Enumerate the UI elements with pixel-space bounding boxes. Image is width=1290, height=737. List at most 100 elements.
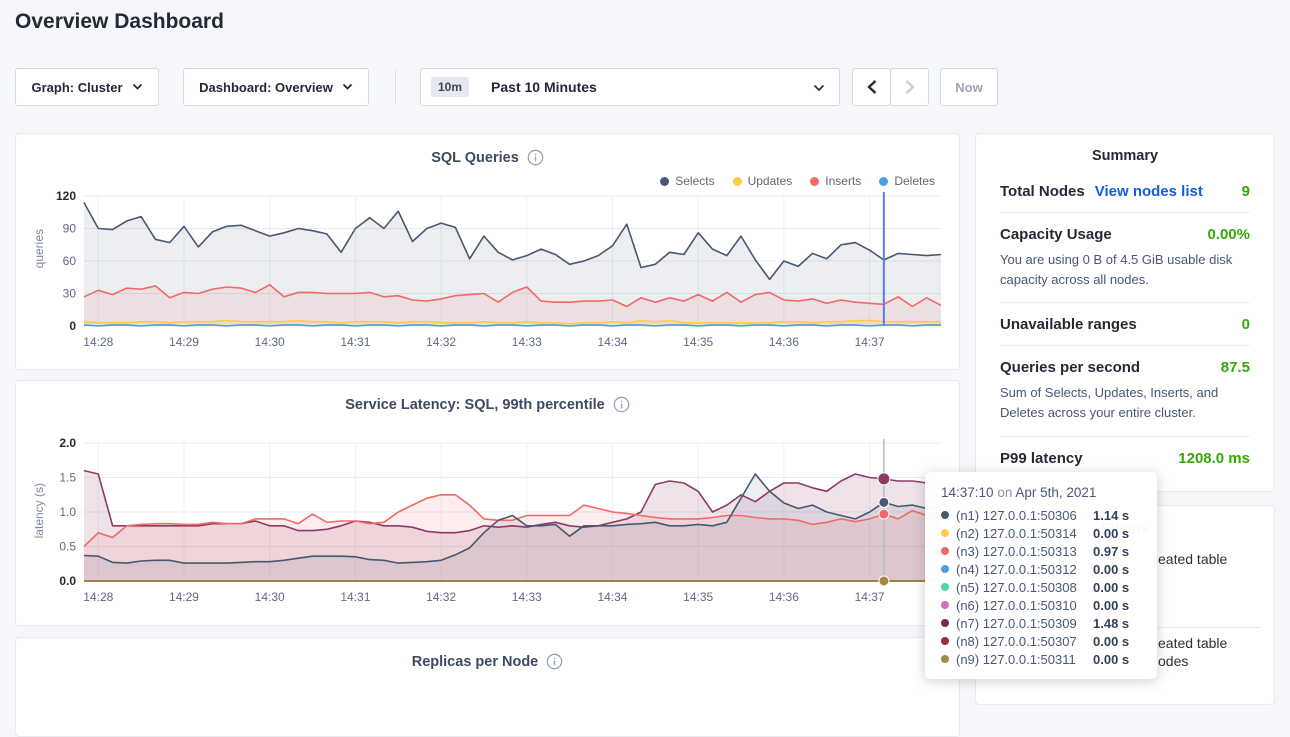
- svg-text:14:31: 14:31: [340, 335, 370, 349]
- graph-selector-label: Graph: Cluster: [31, 80, 122, 95]
- tooltip-node-label: (n5) 127.0.0.1:50308: [956, 580, 1077, 595]
- tooltip-row: (n6) 127.0.0.1:50310 0.00 s: [941, 596, 1145, 614]
- svg-text:14:29: 14:29: [169, 335, 199, 349]
- svg-text:14:35: 14:35: [683, 335, 713, 349]
- series-dot-icon: [941, 601, 949, 609]
- time-range-selector[interactable]: 10m Past 10 Minutes: [420, 68, 840, 106]
- summary-section-qps: Queries per second 87.5 Sum of Selects, …: [1000, 345, 1250, 435]
- legend-dot-icon: [733, 177, 742, 186]
- capacity-usage-label: Capacity Usage: [1000, 226, 1112, 243]
- toolbar-divider: [395, 70, 396, 104]
- dashboard-selector-dropdown[interactable]: Dashboard: Overview: [183, 68, 369, 106]
- svg-text:60: 60: [63, 254, 77, 268]
- chevron-right-icon: [904, 79, 916, 95]
- prev-interval-button[interactable]: [852, 68, 891, 106]
- qps-label: Queries per second: [1000, 359, 1140, 376]
- tooltip-row: (n2) 127.0.0.1:50314 0.00 s: [941, 524, 1145, 542]
- svg-text:14:34: 14:34: [597, 335, 627, 349]
- svg-text:0: 0: [69, 319, 76, 333]
- svg-text:2.0: 2.0: [59, 436, 76, 450]
- latency-chart[interactable]: 0.00.51.01.52.014:2814:2914:3014:3114:32…: [21, 431, 961, 611]
- tooltip-node-label: (n8) 127.0.0.1:50307: [956, 634, 1077, 649]
- tooltip-row: (n1) 127.0.0.1:503061.14 s: [941, 506, 1145, 524]
- chart-title-row: Replicas per Node: [16, 638, 959, 670]
- tooltip-node-label: (n2) 127.0.0.1:50314: [956, 526, 1077, 541]
- next-interval-button[interactable]: [890, 68, 929, 106]
- now-button[interactable]: Now: [940, 68, 998, 106]
- tooltip-node-value: 0.00 s: [1093, 598, 1145, 613]
- latency-chart-title: Service Latency: SQL, 99th percentile: [345, 397, 605, 413]
- svg-text:14:30: 14:30: [255, 335, 285, 349]
- chevron-left-icon: [866, 79, 878, 95]
- tooltip-node-label: (n1) 127.0.0.1:50306: [956, 508, 1077, 523]
- svg-text:1.5: 1.5: [59, 471, 76, 485]
- summary-section-capacity: Capacity Usage 0.00% You are using 0 B o…: [1000, 212, 1250, 302]
- qps-value: 87.5: [1221, 359, 1250, 376]
- legend-dot-icon: [660, 177, 669, 186]
- now-button-label: Now: [955, 80, 982, 95]
- graph-selector-dropdown[interactable]: Graph: Cluster: [15, 68, 159, 106]
- event-text-fragment: eated table: [1158, 551, 1227, 567]
- svg-text:0.5: 0.5: [59, 540, 76, 554]
- capacity-usage-description: You are using 0 B of 4.5 GiB usable disk…: [1000, 243, 1250, 290]
- legend-dot-icon: [879, 177, 888, 186]
- total-nodes-label: Total Nodes: [1000, 183, 1085, 200]
- tooltip-node-value: 0.00 s: [1093, 580, 1145, 595]
- svg-text:30: 30: [63, 287, 77, 301]
- summary-title: Summary: [1000, 148, 1250, 170]
- qps-description: Sum of Selects, Updates, Inserts, and De…: [1000, 376, 1250, 423]
- tooltip-node-value: 0.00 s: [1093, 652, 1145, 667]
- tooltip-row: (n3) 127.0.0.1:503130.97 s: [941, 542, 1145, 560]
- svg-text:14:34: 14:34: [597, 590, 627, 604]
- series-dot-icon: [941, 547, 949, 555]
- dashboard-selector-label: Dashboard: Overview: [199, 80, 333, 95]
- service-latency-card: Service Latency: SQL, 99th percentile la…: [15, 380, 960, 626]
- replicas-per-node-card: Replicas per Node: [15, 637, 960, 737]
- chart-title-row: SQL Queries: [16, 134, 959, 166]
- summary-section-unavailable: Unavailable ranges 0: [1000, 302, 1250, 345]
- series-dot-icon: [941, 565, 949, 573]
- p99-latency-value: 1208.0 ms: [1178, 450, 1250, 467]
- svg-text:14:32: 14:32: [426, 590, 456, 604]
- sql-queries-chart-title: SQL Queries: [431, 150, 519, 166]
- tooltip-node-label: (n7) 127.0.0.1:50309: [956, 616, 1077, 631]
- series-dot-icon: [941, 619, 949, 627]
- p99-latency-label: P99 latency: [1000, 450, 1083, 467]
- series-dot-icon: [941, 637, 949, 645]
- series-dot-icon: [941, 529, 949, 537]
- event-text-fragment: eated table: [1158, 635, 1227, 651]
- tooltip-node-label: (n6) 127.0.0.1:50310: [956, 598, 1077, 613]
- tooltip-row: (n5) 127.0.0.1:50308 0.00 s: [941, 578, 1145, 596]
- tooltip-node-value: 0.97 s: [1093, 544, 1145, 559]
- svg-text:90: 90: [63, 222, 77, 236]
- svg-text:14:37: 14:37: [855, 335, 885, 349]
- svg-text:14:28: 14:28: [83, 335, 113, 349]
- tooltip-row: (n7) 127.0.0.1:503091.48 s: [941, 614, 1145, 632]
- tooltip-row: (n4) 127.0.0.1:503120.00 s: [941, 560, 1145, 578]
- tooltip-node-label: (n9) 127.0.0.1:50311: [956, 652, 1076, 667]
- svg-text:1.0: 1.0: [59, 505, 76, 519]
- view-nodes-list-link[interactable]: View nodes list: [1095, 183, 1203, 200]
- info-icon[interactable]: [546, 653, 563, 670]
- chart-title-row: Service Latency: SQL, 99th percentile: [16, 381, 959, 413]
- time-range-badge: 10m: [431, 77, 469, 97]
- tooltip-row: (n8) 127.0.0.1:503070.00 s: [941, 632, 1145, 650]
- sql-queries-chart[interactable]: 030609012014:2814:2914:3014:3114:3214:33…: [21, 186, 961, 358]
- event-text-fragment: odes: [1158, 653, 1188, 669]
- svg-text:14:35: 14:35: [683, 590, 713, 604]
- info-icon[interactable]: [613, 396, 630, 413]
- tooltip-node-value: 0.00 s: [1093, 526, 1145, 541]
- svg-text:14:36: 14:36: [769, 590, 799, 604]
- summary-section-total-nodes: Total Nodes View nodes list 9: [1000, 170, 1250, 212]
- tooltip-node-label: (n4) 127.0.0.1:50312: [956, 562, 1077, 577]
- time-step-buttons: [852, 68, 929, 106]
- series-dot-icon: [941, 655, 949, 663]
- info-icon[interactable]: [527, 149, 544, 166]
- chevron-down-icon: [813, 80, 825, 95]
- total-nodes-value: 9: [1242, 183, 1250, 200]
- svg-text:14:30: 14:30: [255, 590, 285, 604]
- svg-text:14:32: 14:32: [426, 335, 456, 349]
- page-title: Overview Dashboard: [15, 10, 224, 34]
- svg-text:14:36: 14:36: [769, 335, 799, 349]
- legend-dot-icon: [810, 177, 819, 186]
